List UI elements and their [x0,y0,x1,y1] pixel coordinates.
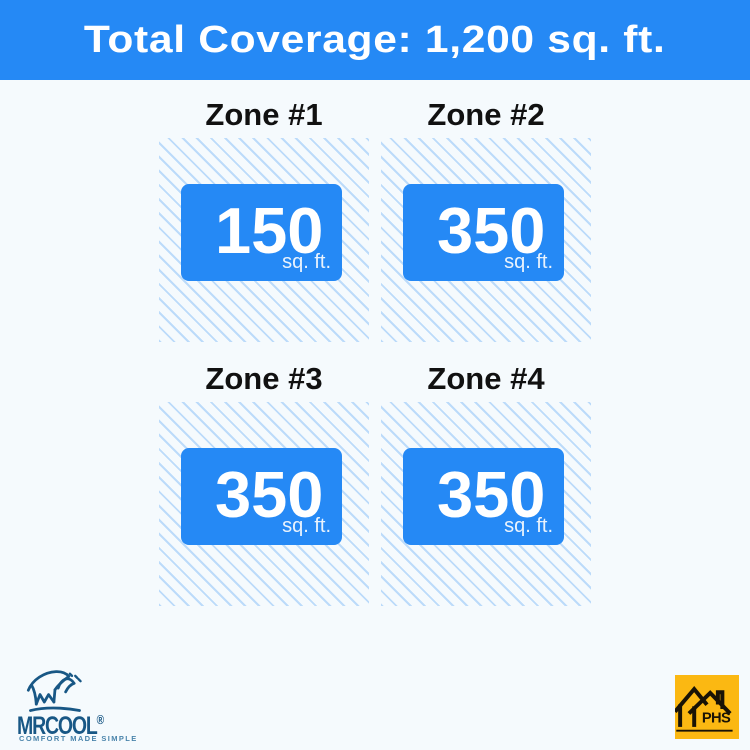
svg-text:PHS: PHS [702,710,731,726]
